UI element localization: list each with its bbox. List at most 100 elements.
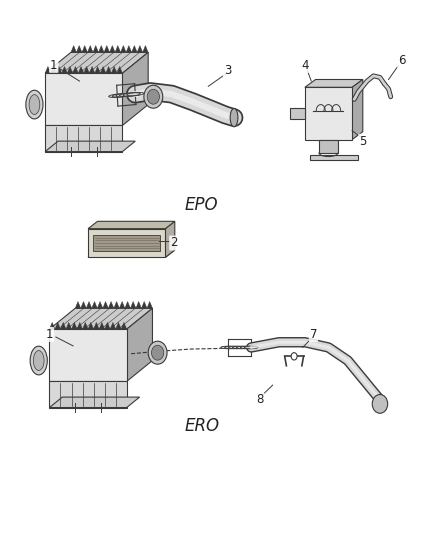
Text: ERO: ERO bbox=[184, 417, 219, 435]
Polygon shape bbox=[123, 52, 148, 125]
Polygon shape bbox=[119, 302, 125, 308]
Ellipse shape bbox=[116, 93, 133, 97]
Ellipse shape bbox=[29, 95, 40, 115]
Polygon shape bbox=[352, 79, 363, 140]
Circle shape bbox=[152, 345, 164, 360]
Polygon shape bbox=[93, 45, 99, 52]
Polygon shape bbox=[125, 302, 131, 308]
Polygon shape bbox=[56, 67, 62, 73]
Polygon shape bbox=[75, 302, 81, 308]
Polygon shape bbox=[88, 221, 175, 229]
Polygon shape bbox=[49, 308, 152, 329]
Ellipse shape bbox=[109, 94, 126, 98]
Circle shape bbox=[372, 394, 388, 413]
Polygon shape bbox=[319, 140, 338, 152]
Polygon shape bbox=[166, 221, 175, 257]
Polygon shape bbox=[93, 235, 160, 251]
Circle shape bbox=[291, 353, 297, 360]
Polygon shape bbox=[71, 45, 76, 52]
Text: 2: 2 bbox=[170, 237, 178, 249]
Polygon shape bbox=[108, 302, 114, 308]
Polygon shape bbox=[78, 67, 84, 73]
Text: 3: 3 bbox=[224, 64, 231, 77]
Polygon shape bbox=[131, 302, 136, 308]
Ellipse shape bbox=[26, 90, 43, 119]
Ellipse shape bbox=[33, 351, 44, 370]
Polygon shape bbox=[94, 322, 99, 329]
Polygon shape bbox=[62, 67, 67, 73]
Polygon shape bbox=[49, 397, 140, 408]
Text: 1: 1 bbox=[46, 328, 53, 341]
Ellipse shape bbox=[221, 346, 234, 349]
Polygon shape bbox=[88, 322, 94, 329]
Polygon shape bbox=[114, 302, 119, 308]
Polygon shape bbox=[51, 67, 56, 73]
Polygon shape bbox=[110, 45, 115, 52]
Polygon shape bbox=[117, 67, 122, 73]
Polygon shape bbox=[106, 67, 111, 73]
Polygon shape bbox=[88, 229, 166, 257]
Polygon shape bbox=[104, 45, 110, 52]
Polygon shape bbox=[305, 87, 352, 140]
Polygon shape bbox=[45, 67, 51, 73]
Polygon shape bbox=[88, 45, 93, 52]
Text: 6: 6 bbox=[398, 54, 405, 67]
Polygon shape bbox=[89, 67, 95, 73]
Polygon shape bbox=[55, 322, 60, 329]
Ellipse shape bbox=[237, 346, 250, 349]
Ellipse shape bbox=[123, 93, 140, 96]
Text: 1: 1 bbox=[50, 59, 57, 72]
Circle shape bbox=[147, 89, 159, 104]
Polygon shape bbox=[115, 45, 120, 52]
Polygon shape bbox=[116, 322, 121, 329]
Polygon shape bbox=[105, 322, 110, 329]
Polygon shape bbox=[131, 45, 137, 52]
Polygon shape bbox=[147, 302, 152, 308]
Polygon shape bbox=[49, 382, 127, 408]
Polygon shape bbox=[127, 308, 152, 382]
Polygon shape bbox=[97, 302, 103, 308]
Text: 8: 8 bbox=[256, 393, 264, 406]
Polygon shape bbox=[45, 52, 148, 73]
Text: 4: 4 bbox=[301, 59, 309, 72]
Polygon shape bbox=[136, 302, 141, 308]
Text: 5: 5 bbox=[359, 135, 367, 148]
Polygon shape bbox=[121, 322, 127, 329]
Polygon shape bbox=[84, 67, 89, 73]
Polygon shape bbox=[141, 302, 147, 308]
Polygon shape bbox=[76, 45, 82, 52]
Polygon shape bbox=[99, 45, 104, 52]
Polygon shape bbox=[45, 141, 135, 151]
Polygon shape bbox=[82, 45, 88, 52]
Polygon shape bbox=[67, 67, 73, 73]
Text: EPO: EPO bbox=[185, 196, 219, 214]
Polygon shape bbox=[49, 322, 55, 329]
Polygon shape bbox=[60, 322, 66, 329]
Polygon shape bbox=[92, 302, 97, 308]
Ellipse shape bbox=[30, 346, 47, 375]
Polygon shape bbox=[66, 322, 71, 329]
Polygon shape bbox=[100, 67, 106, 73]
Polygon shape bbox=[103, 302, 108, 308]
Polygon shape bbox=[126, 45, 131, 52]
Polygon shape bbox=[88, 250, 175, 257]
Polygon shape bbox=[143, 45, 148, 52]
Polygon shape bbox=[71, 322, 77, 329]
Polygon shape bbox=[120, 45, 126, 52]
Circle shape bbox=[144, 85, 163, 108]
Polygon shape bbox=[110, 322, 116, 329]
Polygon shape bbox=[81, 302, 86, 308]
Ellipse shape bbox=[244, 346, 258, 349]
Polygon shape bbox=[99, 322, 105, 329]
Polygon shape bbox=[86, 302, 92, 308]
Polygon shape bbox=[305, 79, 363, 87]
Polygon shape bbox=[73, 67, 78, 73]
Polygon shape bbox=[111, 67, 117, 73]
Polygon shape bbox=[290, 108, 305, 119]
Ellipse shape bbox=[229, 346, 242, 349]
Polygon shape bbox=[49, 329, 127, 382]
Polygon shape bbox=[45, 125, 123, 151]
Polygon shape bbox=[45, 73, 123, 125]
Polygon shape bbox=[82, 322, 88, 329]
Polygon shape bbox=[310, 155, 358, 160]
